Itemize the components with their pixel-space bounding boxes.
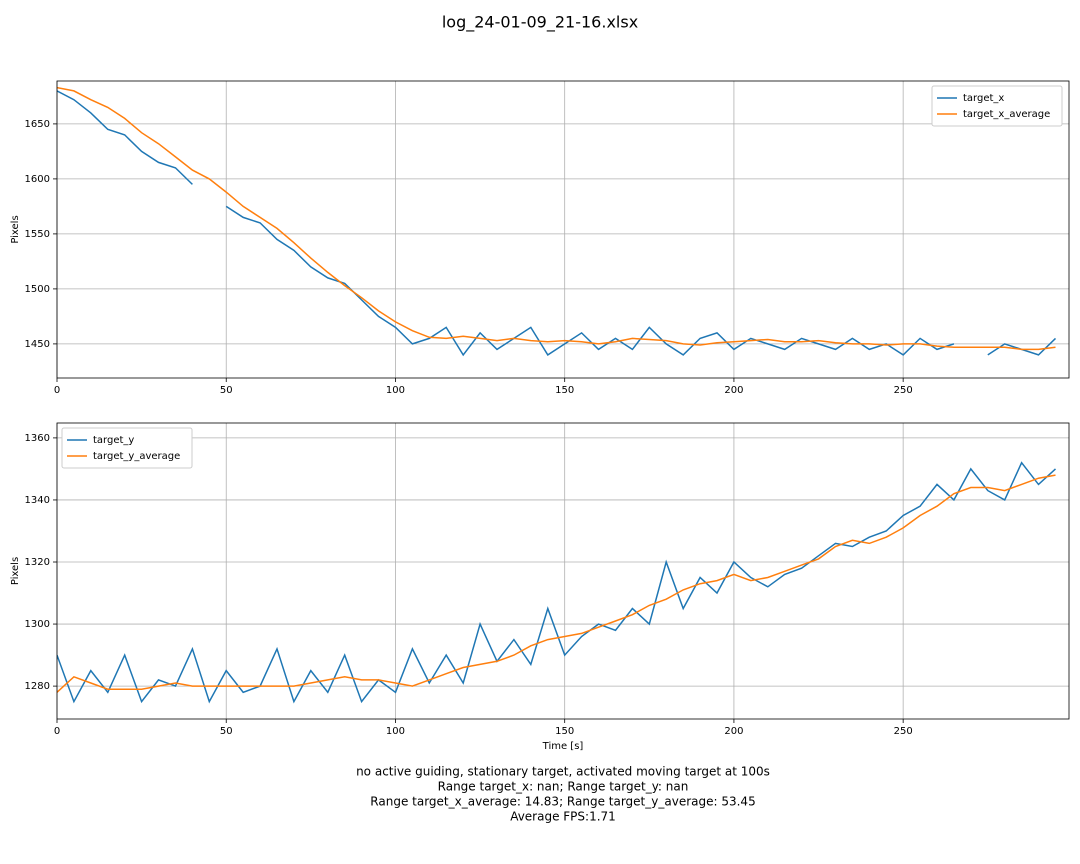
x-tick-label: 100: [386, 385, 405, 396]
y-tick-label: 1600: [25, 174, 50, 185]
axes-frame: [56, 80, 1070, 379]
x-tick-label: 100: [386, 726, 405, 737]
x-tick-label: 150: [555, 726, 574, 737]
y-tick-label: 1360: [25, 433, 50, 444]
y-tick-label: 1450: [25, 339, 50, 350]
series-line: [57, 461, 1057, 704]
axes-frame: [56, 422, 1070, 720]
series-line: [57, 474, 1056, 693]
y-tick-label: 1300: [25, 619, 50, 630]
legend-label: target_y_average: [93, 451, 180, 462]
x-tick-label: 200: [724, 726, 743, 737]
legend-box: [61, 427, 193, 469]
caption-line: Range target_x: nan; Range target_y: nan: [438, 780, 689, 794]
x-tick-label: 0: [54, 726, 60, 737]
caption-line: no active guiding, stationary target, ac…: [356, 765, 770, 779]
x-tick-label: 250: [894, 385, 913, 396]
x-axis-label: Time [s]: [542, 741, 584, 752]
y-tick-label: 1340: [25, 495, 50, 506]
series-line: [57, 90, 1057, 357]
legend-label: target_x: [963, 93, 1004, 104]
y-axis-label: Pixels: [10, 557, 21, 585]
figure-title: log_24-01-09_21-16.xlsx: [442, 13, 638, 33]
y-tick-label: 1320: [25, 557, 50, 568]
x-tick-label: 150: [555, 385, 574, 396]
x-tick-label: 200: [724, 385, 743, 396]
x-tick-label: 50: [220, 385, 233, 396]
caption-line: Average FPS:1.71: [510, 810, 616, 824]
x-tick-label: 0: [54, 385, 60, 396]
y-tick-label: 1550: [25, 229, 50, 240]
x-tick-label: 50: [220, 726, 233, 737]
y-tick-label: 1650: [25, 119, 50, 130]
y-axis-label: Pixels: [10, 215, 21, 243]
x-tick-label: 250: [894, 726, 913, 737]
legend-box: [931, 85, 1063, 127]
caption-line: Range target_x_average: 14.83; Range tar…: [370, 795, 755, 809]
y-tick-label: 1500: [25, 284, 50, 295]
series-line: [57, 86, 1056, 351]
legend-label: target_y: [93, 435, 134, 446]
legend-label: target_x_average: [963, 109, 1050, 120]
y-tick-label: 1280: [25, 681, 50, 692]
